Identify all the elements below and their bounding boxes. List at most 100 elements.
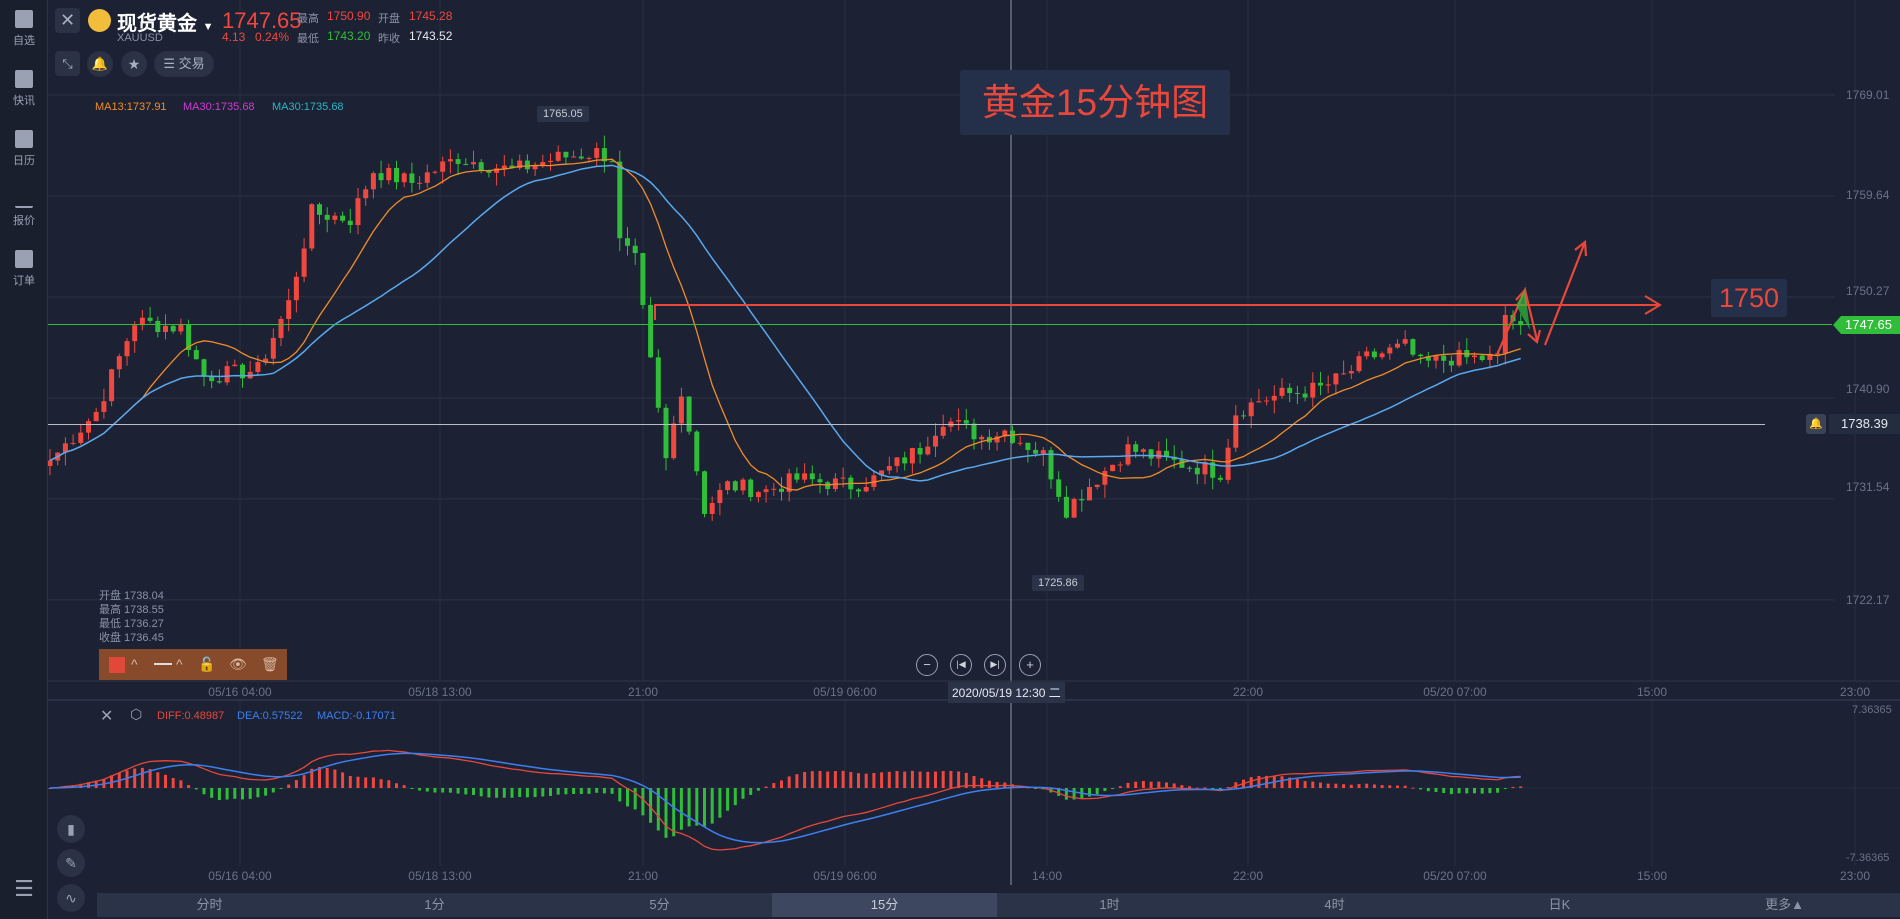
annotation-level-label[interactable]: 1750 [1711,279,1787,317]
indicator-settings-icon[interactable]: ⬡ [130,706,143,722]
macd-bar [1449,788,1453,795]
candle [471,150,476,169]
candle [1348,365,1354,380]
candle [640,252,646,309]
candle [748,478,754,502]
macd-bar [495,788,499,798]
candle [62,437,68,466]
skip-start-button[interactable]: |◀ [950,654,972,676]
time-axis-label: 15:00 [1636,685,1668,699]
annotation-title[interactable]: 黄金15分钟图 [960,70,1230,135]
candle [702,470,707,518]
menu-icon[interactable]: ☰ [14,876,34,901]
macd-bar [1403,785,1407,788]
zoom-in-button[interactable]: + [1019,654,1041,676]
macd-bar [448,788,452,793]
unlock-icon[interactable]: 🔓 [198,656,216,672]
macd-bar [441,788,445,793]
candle [1087,478,1092,501]
pencil-icon[interactable]: ✎ [57,849,85,877]
alert-bell-icon[interactable]: 🔔 [1806,414,1826,434]
line-style-button[interactable] [154,663,172,665]
candle [424,164,430,188]
chevron-up-icon[interactable]: ^ [131,656,138,672]
tab-5m[interactable]: 5分 [649,897,670,912]
macd-bar [1064,788,1068,800]
candle [1048,447,1054,489]
candle [1271,385,1277,414]
drawn-trend-arrows[interactable] [1495,239,1588,356]
sidebar-item-orders[interactable]: 订单 [0,250,48,288]
candle [170,324,176,334]
macd-bar [803,771,807,788]
macd-bar [1311,781,1315,788]
candle [917,442,923,464]
chevron-up-icon[interactable]: ^ [176,656,183,672]
drawn-horizontal-arrow[interactable] [654,295,1662,320]
macd-bar [795,774,799,788]
macd-bar [1095,788,1099,795]
macd-bar [1342,784,1346,788]
tab-1h[interactable]: 1时 [1099,897,1120,912]
trade-button[interactable]: ☰ 交易 [154,51,214,77]
macd-bar [202,788,206,795]
alert-price-badge[interactable]: 1738.39 [1829,414,1900,434]
macd-bar [1480,788,1484,794]
macd-bar [934,771,937,788]
candle [124,338,130,366]
macd-bar [1326,783,1330,788]
macd-bar [841,770,845,788]
zoom-out-button[interactable]: − [916,654,938,676]
macd-bar [1195,787,1199,789]
macd-bar [641,788,645,816]
alert-bell-button[interactable]: 🔔 [87,51,113,77]
sidebar-item-quotes[interactable]: 报价 [0,190,48,228]
macd-bar [987,780,991,788]
macd-bar [541,788,545,797]
candle [132,321,138,353]
sidebar-item-label: 订单 [13,275,35,287]
candle [309,203,315,252]
tab-1m[interactable]: 1分 [424,897,445,912]
macd-bar [171,778,175,788]
ma30-legend-magenta: MA30:1735.68 [183,101,255,113]
color-picker-button[interactable] [109,657,125,673]
drawn-triangle[interactable] [1516,290,1530,330]
tab-timeshare[interactable]: 分时 [196,897,223,912]
news-list-icon [15,70,33,88]
tab-4h[interactable]: 4时 [1324,897,1345,912]
trash-icon[interactable]: 🗑 [261,656,279,672]
sidebar-item-news[interactable]: 快讯 [0,70,48,108]
tab-15m[interactable]: 15分 [772,893,997,917]
candle [278,316,284,347]
indicator-icon[interactable]: ∿ [57,884,85,912]
close-button[interactable]: ✕ [55,8,80,33]
skip-end-button[interactable]: ▶| [984,654,1006,676]
instrument-selector[interactable]: 现货黄金 ▼ [117,7,213,36]
collapse-button[interactable]: ⤡ [55,51,80,76]
macd-bar [140,767,144,788]
candle [1387,343,1393,360]
candlestick-type-icon[interactable]: ▮ [57,815,85,843]
close-indicator-icon[interactable]: ✕ [100,708,114,725]
macd-time-label: 21:00 [627,869,659,883]
y-axis-label: 1759.64 [1846,188,1890,202]
candle [663,403,669,471]
macd-bar [910,770,914,788]
macd-bar [502,788,506,798]
macd-bar [456,788,460,794]
sidebar-item-label: 快讯 [13,95,35,107]
eye-icon[interactable]: 👁 [229,656,247,672]
tab-daily[interactable]: 日K [1548,897,1571,912]
macd-bar [194,788,198,790]
macd-bar [857,773,860,788]
favorite-star-button[interactable]: ★ [121,51,147,77]
sidebar-item-watchlist[interactable]: 自选 [0,10,48,48]
sidebar-item-calendar[interactable]: 日历 [0,130,48,168]
macd-bar [833,771,837,788]
candle [555,145,561,163]
tab-more[interactable]: 更多▲ [1765,897,1804,912]
candle [1040,447,1046,466]
candle [856,488,861,498]
